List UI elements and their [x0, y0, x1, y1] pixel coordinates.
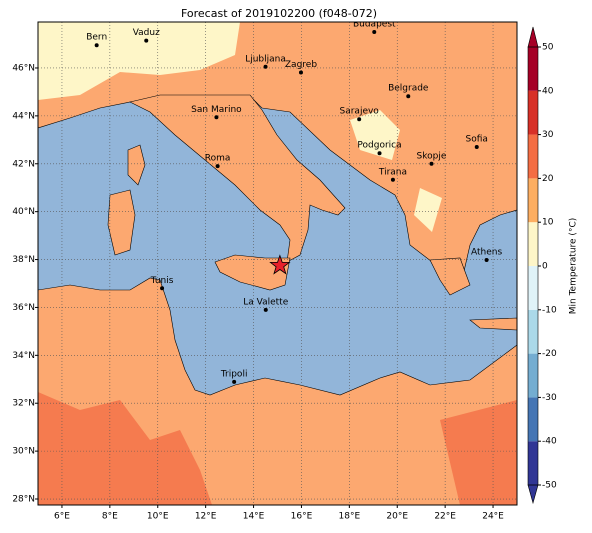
city-dot [94, 43, 99, 48]
city-dot [406, 94, 411, 99]
x-tick-label: 20°E [386, 512, 408, 522]
colorbar-segment [528, 47, 538, 91]
corsica [127, 144, 146, 186]
colorbar-tick-label: -30 [542, 393, 557, 403]
city-dot [357, 117, 362, 122]
event-marker [269, 254, 291, 275]
sicily [214, 254, 291, 291]
city-dot [214, 115, 219, 120]
city-dot [263, 64, 268, 69]
cold-region [414, 188, 442, 232]
city-dot [484, 258, 489, 263]
colorbar: -50 -40 -30 -20 -10 0 10 20 30 40 50 [527, 26, 557, 505]
city-label: Athens [471, 248, 502, 258]
city-dot [263, 307, 268, 312]
colorbar-tick-label: 40 [542, 86, 554, 96]
city-dot [474, 145, 479, 150]
colorbar-tick-label: 20 [542, 174, 554, 184]
y-tick-label: 40°N [12, 207, 35, 217]
cold-region [38, 22, 240, 100]
y-tick-label: 38°N [12, 255, 35, 265]
y-tick-label: 28°N [12, 495, 35, 505]
graticule [38, 22, 517, 505]
x-tick-label: 12°E [195, 512, 217, 522]
city-dot [215, 164, 220, 169]
y-tick-label: 30°N [12, 447, 35, 457]
colorbar-segment [528, 309, 538, 354]
city-dot [144, 38, 149, 43]
axes: 6°E 8°E 10°E 12°E 14°E 16°E 18°E 20°E 22°E 24°E 28… [12, 63, 504, 521]
city-dot [298, 70, 303, 75]
x-tick-label: 8°E [102, 512, 118, 522]
city-dot [377, 151, 382, 156]
title: Forecast of 2019102200 (f048-072) [181, 7, 377, 20]
city-label: Belgrade [388, 84, 429, 94]
colorbar-segment [528, 90, 538, 135]
city-label: Budapest [353, 20, 396, 30]
colorbar-tick-label: -10 [542, 305, 557, 315]
sardinia [107, 189, 136, 256]
colorbar-segment [528, 222, 538, 266]
colorbar-segment [528, 397, 538, 442]
x-tick-label: 24°E [482, 512, 504, 522]
x-tick-label: 18°E [339, 512, 361, 522]
city-dot [160, 286, 165, 291]
colorbar-extend [527, 26, 539, 48]
y-tick-label: 32°N [12, 399, 35, 409]
city-label: Ljubljana [245, 54, 286, 64]
x-tick-label: 10°E [147, 512, 169, 522]
city-dot [390, 177, 395, 182]
colorbar-extend [527, 484, 539, 505]
colorbar-tick-label: -20 [542, 349, 557, 359]
crete [469, 317, 517, 331]
warm-region [38, 392, 212, 505]
city-label: Tunis [150, 276, 174, 286]
colorbar-tick-label: 50 [542, 43, 554, 53]
colorbar-segment [528, 266, 538, 310]
y-tick-label: 46°N [12, 63, 35, 73]
city-dot [232, 379, 237, 384]
city-dot [372, 30, 377, 35]
x-tick-label: 6°E [54, 512, 70, 522]
map-frame [37, 21, 518, 506]
colorbar-tick-label: 30 [542, 130, 554, 140]
city-label: Tripoli [220, 369, 248, 379]
city-label: La Valette [243, 297, 288, 307]
colorbar-segment [528, 441, 538, 485]
italy [129, 94, 346, 263]
y-tick-label: 34°N [12, 351, 35, 361]
city-label: Sarajevo [340, 107, 380, 117]
city-label: Roma [205, 154, 231, 164]
x-tick-label: 16°E [291, 512, 313, 522]
cold-region [350, 110, 400, 160]
colorbar-label: Min Temperature (°C) [569, 218, 579, 315]
peloponnese [429, 257, 471, 296]
y-tick-label: 44°N [12, 111, 35, 121]
city-label: Vaduz [133, 28, 160, 38]
colorbar-segment [528, 353, 538, 398]
colorbar-segment [528, 178, 538, 223]
city-label: Sofia [466, 135, 488, 145]
city-label: Bern [86, 33, 107, 43]
colorbar-tick-label: -40 [542, 437, 557, 447]
city-label: Skopje [417, 151, 447, 161]
city-label: Tirana [378, 167, 407, 177]
colorbar-segment [528, 134, 538, 179]
colorbar-tick-label: -50 [542, 481, 557, 491]
colorbar-tick-label: 10 [542, 218, 554, 228]
colorbar-tick-label: 0 [542, 262, 548, 272]
city-label: Podgorica [357, 141, 401, 151]
city-dot [429, 161, 434, 166]
y-tick-label: 42°N [12, 159, 35, 169]
warm-region [440, 400, 517, 505]
x-tick-label: 14°E [243, 512, 265, 522]
x-tick-label: 22°E [434, 512, 456, 522]
sea [38, 95, 517, 396]
city-label: San Marino [191, 105, 242, 115]
city-label: Zagreb [285, 60, 317, 70]
y-tick-label: 36°N [12, 303, 35, 313]
